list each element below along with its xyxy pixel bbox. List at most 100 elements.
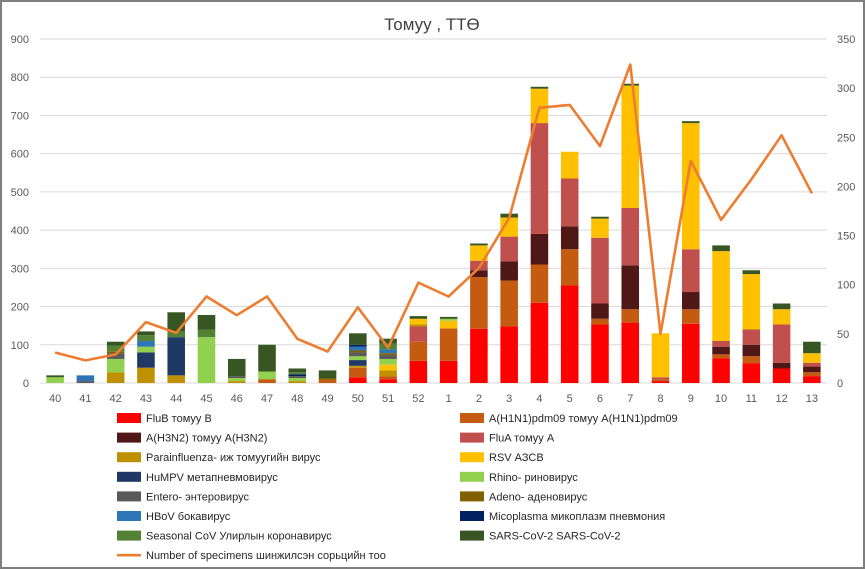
y-left-tick-label: 400 — [11, 225, 29, 237]
bar-segment — [591, 303, 609, 319]
bar-segment — [742, 329, 761, 345]
bar-segment — [258, 344, 276, 372]
bar-segment — [288, 376, 307, 379]
bar-segment — [772, 324, 791, 363]
bar-segment — [318, 378, 337, 380]
bar-segment — [167, 375, 185, 383]
legend-swatch — [460, 471, 484, 482]
bar-segment — [318, 370, 337, 379]
bar-segment — [530, 123, 549, 234]
bar-segment — [772, 368, 791, 383]
y-right-tick-label: 0 — [837, 378, 843, 390]
x-tick-label: 44 — [170, 393, 182, 405]
bar-segment — [439, 320, 458, 329]
legend: FluB томуу B A(H1N1)pdm09 томуу A(H1N1)pd… — [117, 413, 678, 562]
bar-segment — [803, 372, 821, 377]
y-right-tick-label: 100 — [837, 280, 855, 292]
bar-segment — [349, 356, 367, 361]
bar-segment — [742, 344, 761, 357]
legend-swatch — [117, 530, 141, 541]
bar-segment — [500, 261, 518, 281]
legend-label: SARS-CoV-2 SARS-CoV-2 — [489, 531, 620, 543]
bar-segment — [682, 123, 700, 250]
bar-segment — [227, 381, 246, 383]
x-tick-label: 47 — [261, 393, 273, 405]
bar-segment — [409, 316, 428, 319]
bar-segment — [288, 378, 307, 382]
x-tick-label: 7 — [627, 393, 633, 405]
bar-segment — [379, 353, 397, 356]
bar-segment — [409, 341, 428, 361]
bar-segment — [106, 345, 125, 352]
bar-segment — [772, 309, 791, 325]
bar-segment — [379, 358, 397, 365]
x-tick-label: 8 — [657, 393, 663, 405]
x-tick-label: 42 — [110, 393, 122, 405]
bar-segment — [530, 264, 549, 303]
bar-segment — [349, 377, 367, 383]
bar-segment — [591, 218, 609, 238]
left-axis-ticks: 0 100 200 300 400 500 600 700 800 900 — [11, 34, 29, 390]
legend-swatch — [460, 491, 484, 502]
legend-label: Seasonal CoV Улирлын коронавирус — [146, 531, 332, 543]
x-tick-label: 52 — [412, 393, 424, 405]
stacked-bars — [46, 83, 821, 383]
x-tick-label: 5 — [567, 393, 573, 405]
bar-segment — [712, 340, 730, 347]
bar-segment — [137, 346, 155, 353]
legend-label: Micoplasma микоплазм пневмония — [489, 511, 665, 523]
x-tick-label: 48 — [291, 393, 303, 405]
bar-segment — [409, 360, 428, 383]
bar-segment — [349, 333, 367, 345]
bar-segment — [591, 237, 609, 304]
bar-segment — [651, 381, 670, 383]
bar-segment — [409, 326, 428, 342]
x-tick-label: 50 — [352, 393, 364, 405]
legend-swatch — [460, 452, 484, 463]
bar-segment — [651, 377, 670, 380]
y-left-tick-label: 900 — [11, 34, 29, 46]
bar-segment — [742, 274, 761, 330]
bar-segment — [621, 207, 640, 266]
bar-segment — [349, 344, 367, 347]
y-right-tick-label: 50 — [837, 329, 849, 341]
x-tick-label: 49 — [321, 393, 333, 405]
bar-segment — [530, 86, 549, 89]
bar-segment — [439, 318, 458, 321]
gridlines — [40, 38, 827, 384]
bar-segment — [227, 358, 246, 377]
legend-swatch — [460, 530, 484, 541]
bar-segment — [803, 353, 821, 363]
bar-segment — [227, 378, 246, 382]
legend-label: FluB томуу B — [146, 413, 212, 425]
bar-segment — [439, 360, 458, 383]
chart-title: Томуу , ТТӨ — [384, 15, 480, 34]
bar-segment — [560, 249, 579, 286]
bar-segment — [106, 353, 125, 359]
bar-segment — [772, 303, 791, 310]
y-right-tick-label: 150 — [837, 231, 855, 243]
bar-segment — [803, 362, 821, 367]
bar-segment — [682, 309, 700, 324]
bar-segment — [288, 372, 307, 375]
x-tick-label: 43 — [140, 393, 152, 405]
bar-segment — [349, 365, 367, 368]
bar-segment — [803, 366, 821, 373]
bar-segment — [530, 302, 549, 383]
x-tick-label: 41 — [79, 393, 91, 405]
y-left-tick-label: 800 — [11, 72, 29, 84]
y-right-tick-label: 250 — [837, 132, 855, 144]
bar-segment — [470, 270, 488, 278]
legend-swatch — [460, 413, 484, 423]
x-tick-label: 3 — [506, 393, 512, 405]
bar-segment — [742, 363, 761, 383]
bar-segment — [197, 337, 216, 383]
bar-segment — [560, 285, 579, 383]
legend-swatch — [460, 511, 484, 521]
y-left-tick-label: 700 — [11, 110, 29, 122]
bar-segment — [379, 355, 397, 359]
legend-swatch — [460, 432, 484, 443]
legend-swatch — [117, 413, 141, 423]
bar-segment — [500, 236, 518, 262]
bar-segment — [591, 318, 609, 325]
